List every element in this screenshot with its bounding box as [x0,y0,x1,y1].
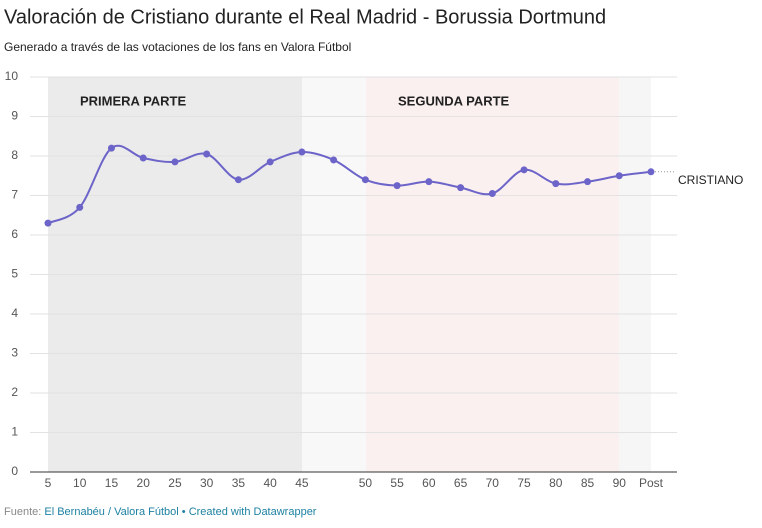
x-tick-label: 65 [454,476,468,490]
point [615,172,623,180]
credit: Created with Datawrapper [189,506,317,518]
y-tick-label: 4 [11,306,18,320]
point [76,203,84,211]
point [361,176,369,184]
point [584,178,592,186]
y-tick-label: 9 [11,109,18,123]
x-tick-label: 50 [359,476,373,490]
point [488,190,496,198]
chart-subtitle: Generado a través de las votaciones de l… [4,40,351,54]
x-tick-label: 70 [486,476,500,490]
x-tick-label: 10 [73,476,87,490]
point [425,178,433,186]
y-tick-label: 2 [11,385,18,399]
y-tick-label: 0 [11,464,18,478]
x-tick-label: 40 [263,476,277,490]
point [234,176,242,184]
point [457,184,465,192]
point [520,166,528,174]
x-tick-label: 45 [295,476,309,490]
separator: • [182,506,186,518]
x-tick-label: 80 [549,476,563,490]
point [393,182,401,190]
x-tick-label: 55 [390,476,404,490]
y-tick-label: 1 [11,425,18,439]
point [298,148,306,156]
y-tick-label: 8 [11,148,18,162]
x-tick-label: 5 [45,476,52,490]
x-tick-label: 75 [517,476,531,490]
annotation: PRIMERA PARTE [80,93,187,108]
point [139,154,147,162]
x-tick-label: 20 [137,476,151,490]
y-tick-label: 5 [11,267,18,281]
y-tick-label: 6 [11,227,18,241]
point [647,168,655,176]
y-tick-label: 7 [11,188,18,202]
point [203,150,211,158]
source-text: El Bernabéu / Valora Fútbol [44,506,178,518]
x-tick-label: 25 [168,476,182,490]
x-tick-label: Post [639,476,664,490]
y-tick-label: 10 [5,69,19,83]
chart-title: Valoración de Cristiano durante el Real … [4,6,606,28]
point [552,180,560,188]
x-tick-label: 90 [613,476,627,490]
point [44,219,52,227]
y-tick-label: 3 [11,346,18,360]
point [171,158,179,166]
source: Fuente: El Bernabéu / Valora Fútbol • Cr… [4,506,317,518]
source-label: Fuente: [4,506,41,518]
x-tick-label: 60 [422,476,436,490]
x-tick-label: 15 [105,476,119,490]
annotation: SEGUNDA PARTE [398,93,510,108]
x-tick-label: 35 [232,476,246,490]
x-tick-label: 85 [581,476,595,490]
point [330,156,338,164]
series-label: CRISTIANO [678,173,743,187]
x-tick-label: 30 [200,476,214,490]
point [266,158,274,166]
point [107,144,115,152]
